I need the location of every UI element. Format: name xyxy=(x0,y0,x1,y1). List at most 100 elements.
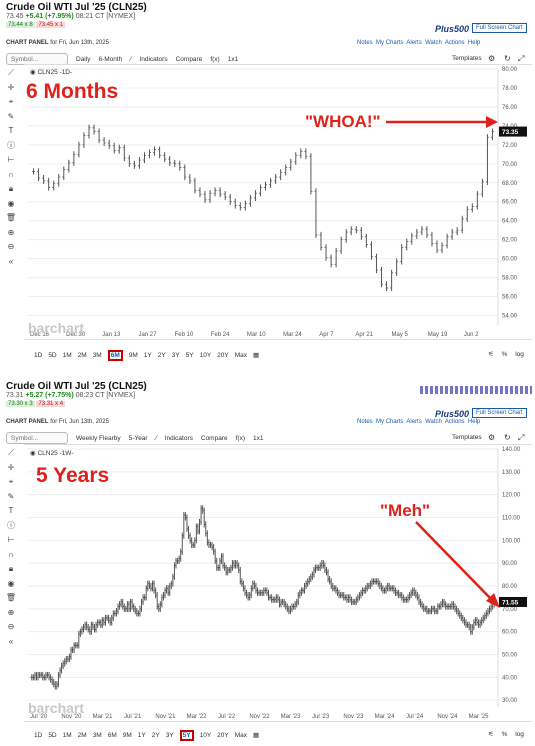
interval-select[interactable]: Weekly Flearby xyxy=(76,434,121,442)
period-10y[interactable]: 10Y xyxy=(199,352,212,359)
info-icon[interactable]: ⓘ xyxy=(7,520,15,530)
crosshair-icon[interactable]: ✛ xyxy=(7,82,15,92)
period-max[interactable]: Max xyxy=(234,732,248,739)
period-1y[interactable]: 1Y xyxy=(137,732,146,739)
help-link[interactable]: Help xyxy=(467,419,481,425)
period-1d[interactable]: 1D xyxy=(34,352,43,359)
period-1y[interactable]: 1Y xyxy=(143,352,152,359)
alerts-link[interactable]: Alerts xyxy=(406,419,422,425)
draw-tools-icon[interactable]: ⁄ xyxy=(155,434,157,442)
pattern-tool-icon[interactable]: ⌖ xyxy=(8,477,14,486)
my-charts-link[interactable]: My Charts xyxy=(376,419,404,425)
settings-icon[interactable]: ⚟ xyxy=(488,731,494,738)
period-6m[interactable]: 6M xyxy=(107,732,117,739)
interval-select[interactable]: Daily xyxy=(76,55,91,63)
actions-link[interactable]: Actions xyxy=(444,419,465,425)
eye-icon[interactable]: ◉ xyxy=(7,198,15,208)
collapse-icon[interactable]: « xyxy=(8,636,14,646)
zoom-in-icon[interactable]: ⊕ xyxy=(7,227,15,237)
my-charts-link[interactable]: My Charts xyxy=(376,40,404,46)
eye-icon[interactable]: ◉ xyxy=(7,578,15,588)
pattern-tool-icon[interactable]: ⌖ xyxy=(8,97,14,106)
actions-link[interactable]: Actions xyxy=(444,40,465,46)
period-5y[interactable]: 5Y xyxy=(185,352,194,359)
brush-tool-icon[interactable]: ✎ xyxy=(7,111,15,121)
period-3m[interactable]: 3M xyxy=(92,732,102,739)
refresh-icon[interactable]: ↻ xyxy=(504,54,511,63)
eye-icon[interactable]: ◉ xyxy=(30,69,36,76)
period-20y[interactable]: 20Y xyxy=(217,352,229,359)
period-2m[interactable]: 2M xyxy=(77,732,87,739)
compare-button[interactable]: Compare xyxy=(200,434,228,442)
log-toggle[interactable]: log xyxy=(515,731,524,738)
watch-link[interactable]: Watch xyxy=(425,40,442,46)
magnet-icon[interactable]: ∩ xyxy=(8,549,14,559)
info-icon[interactable]: ⓘ xyxy=(7,140,15,150)
zoom-out-icon[interactable]: ⊖ xyxy=(7,622,15,631)
symbol-search-input[interactable] xyxy=(6,53,68,65)
period-5y[interactable]: 5Y xyxy=(179,730,194,741)
log-toggle[interactable]: log xyxy=(515,351,524,358)
expand-icon[interactable]: ⤢ xyxy=(518,54,525,63)
fx-button[interactable]: f(x) xyxy=(210,55,220,63)
draw-tools-icon[interactable]: ⁄ xyxy=(130,55,132,63)
watch-link[interactable]: Watch xyxy=(425,419,442,425)
collapse-icon[interactable]: « xyxy=(8,256,14,266)
period-5d[interactable]: 5D xyxy=(48,352,57,359)
templates-button[interactable]: Templates xyxy=(452,434,482,441)
notes-link[interactable]: Notes xyxy=(357,40,373,46)
settings-icon[interactable]: ⚟ xyxy=(488,351,494,358)
zoom-out-icon[interactable]: ⊖ xyxy=(7,242,15,251)
full-screen-chart-button[interactable]: Full Screen Chart xyxy=(472,408,527,418)
text-tool-icon[interactable]: T xyxy=(8,506,14,515)
period-2y[interactable]: 2Y xyxy=(157,352,166,359)
alerts-link[interactable]: Alerts xyxy=(406,40,422,46)
magnet-icon[interactable]: ∩ xyxy=(8,169,14,179)
fx-button[interactable]: f(x) xyxy=(235,434,245,442)
lock-icon[interactable]: 🔒︎ xyxy=(8,564,14,573)
line-tool-icon[interactable]: ⟋ xyxy=(8,448,14,457)
period-1m[interactable]: 1M xyxy=(62,352,72,359)
percent-toggle[interactable]: % xyxy=(501,731,508,738)
compare-button[interactable]: Compare xyxy=(175,55,203,63)
zoom-in-icon[interactable]: ⊕ xyxy=(7,607,15,617)
gear-icon[interactable]: ⚙ xyxy=(488,433,496,442)
period-9m[interactable]: 9M xyxy=(128,352,138,359)
measure-tool-icon[interactable]: ⊢ xyxy=(7,535,15,544)
period-9m[interactable]: 9M xyxy=(122,732,132,739)
period-3y[interactable]: 3Y xyxy=(165,732,174,739)
full-screen-chart-button[interactable]: Full Screen Chart xyxy=(472,23,527,33)
layout-button[interactable]: 1x1 xyxy=(253,434,264,442)
period-10y[interactable]: 10Y xyxy=(199,732,212,739)
period-5d[interactable]: 5D xyxy=(48,732,57,739)
period-3m[interactable]: 3M xyxy=(92,352,102,359)
text-tool-icon[interactable]: T xyxy=(8,126,14,135)
calendar-icon[interactable]: ▦ xyxy=(253,732,260,739)
symbol-search-input[interactable] xyxy=(6,432,68,444)
period-3y[interactable]: 3Y xyxy=(171,352,180,359)
period-1d[interactable]: 1D xyxy=(34,732,43,739)
period-1m[interactable]: 1M xyxy=(62,732,72,739)
crosshair-icon[interactable]: ✛ xyxy=(7,462,15,472)
measure-tool-icon[interactable]: ⊢ xyxy=(7,155,15,164)
line-tool-icon[interactable]: ⟋ xyxy=(8,68,14,77)
lock-icon[interactable]: 🔒︎ xyxy=(8,184,14,193)
layout-button[interactable]: 1x1 xyxy=(227,55,239,63)
trash-icon[interactable]: 🗑︎ xyxy=(5,213,17,222)
range-select[interactable]: 6-Month xyxy=(98,55,123,63)
calendar-icon[interactable]: ▦ xyxy=(253,352,260,359)
period-6m[interactable]: 6M xyxy=(107,350,123,361)
indicators-button[interactable]: Indicators xyxy=(139,55,168,63)
notes-link[interactable]: Notes xyxy=(357,419,373,425)
brush-tool-icon[interactable]: ✎ xyxy=(7,491,15,501)
eye-icon[interactable]: ◉ xyxy=(30,450,36,457)
period-2y[interactable]: 2Y xyxy=(151,732,160,739)
refresh-icon[interactable]: ↻ xyxy=(504,433,511,442)
expand-icon[interactable]: ⤢ xyxy=(518,433,525,442)
period-max[interactable]: Max xyxy=(234,352,248,359)
gear-icon[interactable]: ⚙ xyxy=(488,54,496,63)
indicators-button[interactable]: Indicators xyxy=(164,434,193,442)
help-link[interactable]: Help xyxy=(467,40,481,46)
range-select[interactable]: 5-Year xyxy=(128,434,148,442)
templates-button[interactable]: Templates xyxy=(452,55,482,62)
